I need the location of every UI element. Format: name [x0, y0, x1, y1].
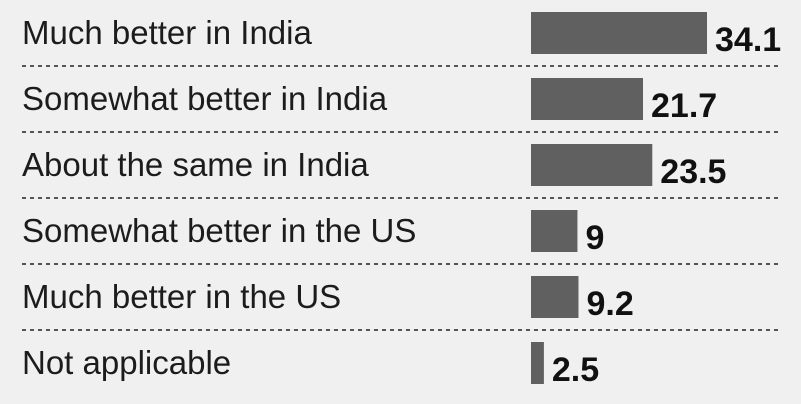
category-label: Much better in India [22, 14, 312, 51]
value-label: 23.5 [660, 153, 726, 191]
category-label: About the same in India [22, 146, 369, 183]
category-label: Somewhat better in the US [22, 212, 416, 249]
category-label: Somewhat better in India [22, 80, 388, 117]
bar [531, 144, 653, 186]
bar [531, 78, 643, 120]
category-label: Not applicable [22, 344, 231, 381]
value-label: 34.1 [715, 21, 781, 59]
value-label: 9 [585, 219, 604, 257]
category-label: Much better in the US [22, 278, 341, 315]
value-label: 9.2 [586, 285, 633, 323]
bar [531, 276, 579, 318]
bar [531, 210, 578, 252]
bar [531, 12, 707, 54]
bar [531, 342, 544, 384]
value-label: 21.7 [651, 87, 717, 125]
value-label: 2.5 [552, 351, 599, 389]
chart-rows: Much better in India 34.1 Somewhat better … [22, 12, 782, 389]
